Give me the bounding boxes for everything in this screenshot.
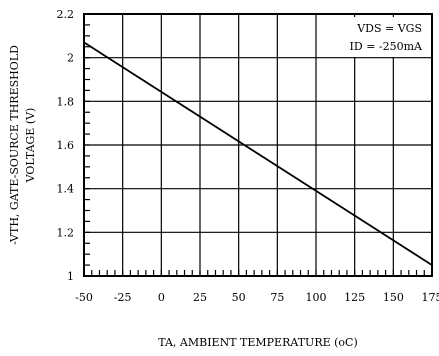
x-tick-label: 25 <box>193 291 207 304</box>
series-line <box>83 41 433 266</box>
x-tick-label: 75 <box>270 291 284 304</box>
y-tick-label: 1.4 <box>57 183 75 196</box>
y-tick-label: 1.6 <box>57 139 75 152</box>
x-tick-label: 150 <box>383 291 404 304</box>
x-tick-label: -25 <box>114 291 132 304</box>
x-tick-label: 125 <box>344 291 365 304</box>
x-tick-label: 100 <box>306 291 327 304</box>
y-tick-label: 1.8 <box>57 95 75 108</box>
y-tick-label: 1 <box>67 270 74 283</box>
condition-vds-label: VDS = VGS <box>356 22 422 35</box>
y-axis-title-line1: -VTH, GATE-SOURCE THRESHOLD <box>8 45 21 245</box>
conditions-note-box <box>322 17 429 57</box>
y-tick-label: 2 <box>67 52 74 65</box>
condition-id-label: ID = -250mA <box>350 40 424 53</box>
y-tick-label: 2.2 <box>57 8 75 21</box>
x-tick-labels: -50 -25 0 25 50 75 100 125 150 175 <box>75 291 439 304</box>
plot-frame <box>83 13 433 277</box>
x-tick-label: -50 <box>75 291 93 304</box>
series-lines <box>83 41 433 266</box>
x-axis-title: TA, AMBIENT TEMPERATURE (oC) <box>158 336 358 349</box>
x-tick-label: 0 <box>158 291 165 304</box>
x-tick-label: 50 <box>232 291 246 304</box>
x-tick-label: 175 <box>422 291 439 304</box>
y-axis-title-line2: VOLTAGE (V) <box>24 108 37 184</box>
y-tick-labels: 1 1.2 1.4 1.6 1.8 2 2.2 <box>57 8 75 283</box>
y-tick-label: 1.2 <box>57 226 75 239</box>
grid-lines <box>84 14 432 276</box>
